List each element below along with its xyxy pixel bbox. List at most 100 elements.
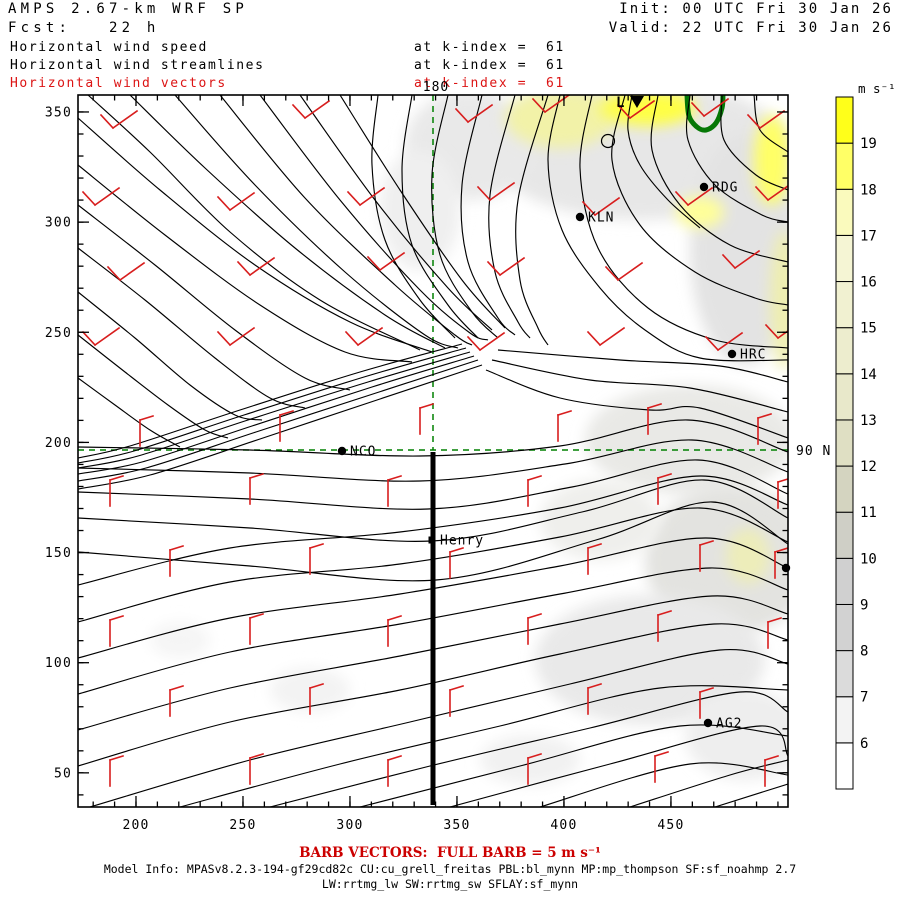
streamline — [78, 204, 351, 391]
y-tick-label: 350 — [45, 105, 72, 120]
streamline — [685, 95, 788, 223]
wind-barb — [216, 191, 256, 212]
colorbar-segment — [835, 511, 854, 559]
streamline — [78, 419, 788, 457]
shading-blob — [505, 95, 615, 148]
wind-barb — [586, 326, 626, 347]
wind-barb — [557, 410, 572, 442]
y-tick-label: 250 — [45, 326, 72, 341]
station-label: NCO — [350, 445, 376, 460]
wind-barb — [249, 613, 264, 645]
wind-barb — [764, 323, 788, 340]
latlon-gridlines — [78, 95, 788, 451]
wind-barb — [690, 97, 730, 118]
x-tick-label: 250 — [229, 818, 256, 833]
colorbar-tick-label: 6 — [860, 736, 868, 752]
wind-barb — [99, 109, 139, 130]
coastline-contour — [684, 95, 726, 133]
axis-tick-labels: 200 250 300 350 400 450 50 100 150 200 250 300 350 — [45, 105, 684, 833]
wind-barb — [767, 617, 782, 649]
streamline — [629, 759, 788, 807]
wind-barb — [704, 331, 744, 352]
streamline — [449, 725, 788, 807]
station-marker: HRC — [727, 348, 766, 363]
y-tick-label: 100 — [45, 656, 72, 671]
streamline — [78, 355, 475, 475]
streamline — [460, 95, 516, 336]
station-label: RDG — [712, 181, 738, 196]
streamline — [78, 475, 788, 586]
streamline — [431, 95, 499, 339]
wind-barb — [721, 249, 761, 270]
streamline — [78, 117, 433, 353]
station-marker: RDG — [699, 181, 738, 196]
station-label: HRC — [740, 348, 766, 363]
streamline — [78, 623, 788, 767]
wind-barb — [527, 475, 542, 507]
wind-barb — [466, 331, 506, 352]
streamline — [78, 377, 181, 448]
wind-barb — [699, 540, 714, 572]
streamline — [78, 291, 263, 421]
y-tick-label: 200 — [45, 436, 72, 451]
wind-barb — [169, 545, 184, 577]
wind-barb — [81, 326, 121, 347]
wind-barb — [754, 184, 788, 202]
colorbar-segment — [835, 327, 854, 375]
wind-barb — [291, 99, 331, 120]
station-marker: AG2 — [703, 717, 741, 732]
wind-barb — [109, 475, 124, 507]
wind-barb — [657, 610, 672, 642]
streamline — [488, 95, 531, 339]
wind-barb — [587, 683, 602, 715]
colorbar-segment — [835, 234, 854, 283]
streamline — [78, 334, 229, 439]
wind-barb — [587, 543, 602, 575]
wind-barb — [109, 755, 124, 787]
wind-barb — [449, 685, 464, 717]
streamline — [515, 95, 549, 346]
wind-barb — [764, 755, 779, 787]
streamline — [547, 95, 788, 362]
station-label: Henry — [440, 534, 484, 549]
streamline — [720, 95, 788, 191]
streamline — [78, 507, 788, 623]
colorbar-segment — [835, 603, 854, 652]
init-time-label: Init: 00 UTC Fri 30 Jan 26 — [619, 1, 893, 17]
colorbar-tick-label: 17 — [860, 228, 877, 244]
colorbar-tick-label: 8 — [860, 644, 868, 660]
colorbar-segment — [835, 142, 854, 190]
streamline — [129, 95, 446, 349]
streamline — [78, 439, 788, 482]
wind-barb — [81, 186, 121, 207]
streamline — [714, 783, 788, 807]
y-tick-label: 150 — [45, 546, 72, 561]
meridian-label: 180 — [423, 80, 449, 95]
wind-barb — [777, 478, 788, 509]
streamline — [269, 691, 788, 807]
colorbar-tick-label: 16 — [860, 275, 877, 291]
colorbar-units-label: m s⁻¹ — [858, 81, 896, 96]
colorbar-tick-label: 9 — [860, 597, 868, 613]
streamline — [359, 724, 788, 807]
wind-barb — [346, 186, 386, 207]
streamline — [78, 459, 788, 510]
wind-barb — [757, 413, 772, 445]
wind-barb — [657, 473, 672, 505]
model-info-line1: Model Info: MPASv8.2.3-194-gf29cd82c CU:… — [103, 862, 797, 876]
streamline — [78, 567, 788, 695]
valid-time-label: Valid: 22 UTC Fri 30 Jan 26 — [608, 20, 893, 36]
streamlines — [78, 95, 788, 807]
wind-barb — [616, 99, 656, 120]
shading-blob — [540, 480, 660, 560]
colorbar-segment — [835, 557, 854, 605]
wind-barb — [387, 475, 402, 507]
wind-barb — [527, 753, 542, 785]
x-tick-label: 450 — [657, 818, 684, 833]
wind-barb — [419, 403, 434, 435]
stations: KLN RDG HRC NCO Henry AG2 — [337, 181, 791, 732]
colorbar-tick-label: 7 — [860, 690, 868, 706]
streamline — [371, 95, 456, 339]
colorbar-segment — [835, 373, 854, 421]
field-level-wind-speed: at k-index = 61 — [414, 40, 565, 55]
